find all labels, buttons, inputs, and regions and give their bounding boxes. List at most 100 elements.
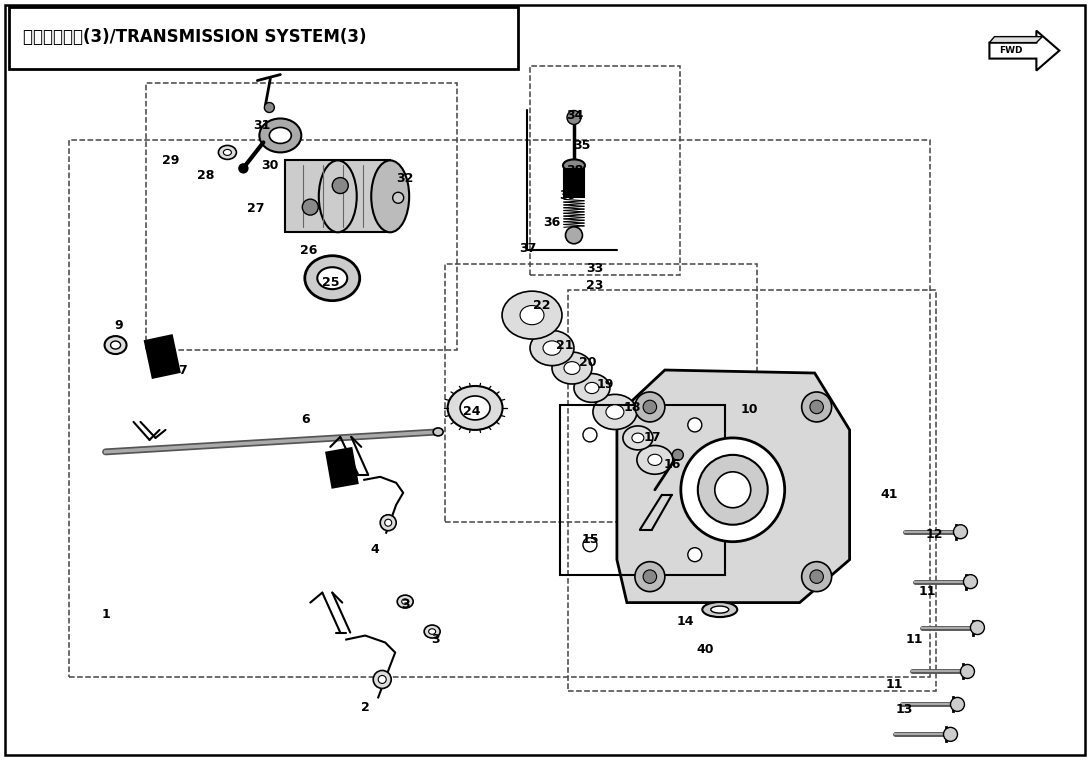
Text: 21: 21: [556, 338, 573, 352]
Text: 14: 14: [676, 615, 693, 628]
Circle shape: [373, 670, 391, 689]
Ellipse shape: [269, 128, 291, 144]
Bar: [568, 290, 935, 692]
Ellipse shape: [317, 268, 348, 289]
Circle shape: [643, 570, 656, 584]
Ellipse shape: [562, 160, 585, 172]
Circle shape: [643, 401, 656, 413]
Ellipse shape: [318, 160, 356, 233]
Text: 6: 6: [301, 413, 310, 426]
Circle shape: [964, 575, 978, 588]
Text: 17: 17: [643, 432, 661, 445]
Circle shape: [583, 538, 597, 552]
Ellipse shape: [552, 352, 592, 384]
Polygon shape: [990, 36, 1042, 43]
Text: 12: 12: [925, 528, 943, 541]
Text: 24: 24: [463, 405, 481, 419]
Ellipse shape: [711, 606, 729, 613]
Bar: [286, 160, 390, 233]
Text: 22: 22: [533, 299, 550, 312]
Circle shape: [681, 438, 785, 542]
Circle shape: [302, 199, 318, 215]
Ellipse shape: [218, 145, 237, 160]
Ellipse shape: [574, 374, 610, 402]
Text: 换挡变速系统(3)/TRANSMISSION SYSTEM(3): 换挡变速系统(3)/TRANSMISSION SYSTEM(3): [23, 27, 366, 46]
Text: 7: 7: [178, 363, 186, 376]
Ellipse shape: [637, 445, 673, 474]
Ellipse shape: [502, 291, 562, 339]
Text: 23: 23: [586, 279, 604, 292]
Ellipse shape: [433, 428, 444, 436]
Circle shape: [566, 226, 582, 244]
Circle shape: [960, 664, 974, 679]
Circle shape: [673, 449, 683, 461]
Ellipse shape: [460, 396, 490, 420]
Circle shape: [698, 455, 767, 524]
Circle shape: [392, 192, 403, 203]
Ellipse shape: [606, 405, 623, 419]
Text: 27: 27: [246, 202, 264, 215]
Bar: [530, 65, 680, 275]
Ellipse shape: [428, 629, 436, 635]
Text: 19: 19: [596, 378, 614, 391]
Circle shape: [239, 164, 247, 173]
Circle shape: [567, 110, 581, 125]
Circle shape: [801, 562, 832, 591]
Circle shape: [332, 178, 348, 194]
Ellipse shape: [702, 602, 737, 617]
Text: 5: 5: [336, 468, 344, 481]
Text: 39: 39: [559, 188, 577, 202]
Bar: [69, 141, 930, 677]
Circle shape: [950, 698, 965, 711]
Bar: [445, 264, 756, 522]
Circle shape: [944, 727, 957, 741]
Circle shape: [688, 418, 702, 432]
Text: 11: 11: [906, 633, 923, 646]
Text: 10: 10: [741, 404, 759, 416]
Text: 3: 3: [401, 598, 410, 611]
Ellipse shape: [305, 255, 360, 301]
Text: 35: 35: [573, 139, 591, 152]
Circle shape: [634, 562, 665, 591]
Circle shape: [688, 548, 702, 562]
Ellipse shape: [530, 331, 574, 366]
Text: 11: 11: [886, 678, 904, 691]
Ellipse shape: [585, 382, 598, 394]
Text: 18: 18: [623, 401, 641, 414]
Ellipse shape: [372, 160, 409, 233]
Text: 34: 34: [567, 109, 583, 122]
Circle shape: [634, 392, 665, 422]
Circle shape: [583, 428, 597, 442]
Text: 37: 37: [519, 242, 536, 255]
Text: 36: 36: [544, 216, 560, 229]
Ellipse shape: [543, 341, 561, 355]
Text: 20: 20: [579, 356, 596, 369]
Ellipse shape: [110, 341, 121, 349]
Text: 1: 1: [101, 608, 110, 621]
Ellipse shape: [564, 362, 580, 375]
Bar: [326, 448, 358, 488]
Ellipse shape: [397, 595, 413, 608]
Text: 2: 2: [361, 701, 370, 714]
Text: 11: 11: [919, 585, 936, 598]
Text: 16: 16: [663, 458, 680, 471]
Text: 8: 8: [156, 338, 165, 352]
Text: 32: 32: [397, 172, 414, 185]
Text: 29: 29: [161, 154, 179, 167]
Text: 31: 31: [254, 119, 271, 132]
Ellipse shape: [647, 454, 662, 465]
Ellipse shape: [402, 599, 409, 604]
Text: 15: 15: [581, 534, 598, 546]
Circle shape: [810, 570, 823, 584]
Text: 41: 41: [881, 488, 898, 502]
Ellipse shape: [520, 306, 544, 325]
Ellipse shape: [593, 394, 637, 429]
Bar: [9, 7, 518, 68]
Text: 25: 25: [322, 276, 339, 289]
Text: FWD: FWD: [998, 46, 1022, 55]
Text: 3: 3: [431, 633, 439, 646]
Circle shape: [801, 392, 832, 422]
Ellipse shape: [632, 433, 644, 442]
Ellipse shape: [424, 625, 440, 638]
Circle shape: [954, 524, 968, 539]
